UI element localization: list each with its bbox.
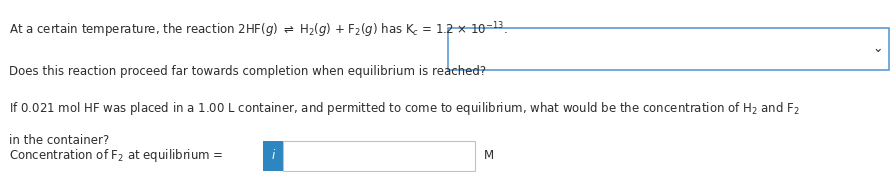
Text: Does this reaction proceed far towards completion when equilibrium is reached?: Does this reaction proceed far towards c…	[9, 65, 486, 78]
Text: At a certain temperature, the reaction 2HF($g$) $\rightleftharpoons$ H$_2$($g$) : At a certain temperature, the reaction 2…	[9, 21, 507, 40]
FancyBboxPatch shape	[448, 28, 889, 70]
Text: If 0.021 mol HF was placed in a 1.00 L container, and permitted to come to equil: If 0.021 mol HF was placed in a 1.00 L c…	[9, 100, 800, 117]
FancyBboxPatch shape	[283, 141, 475, 171]
Text: M: M	[484, 149, 494, 162]
Text: Concentration of F$_2$ at equilibrium =: Concentration of F$_2$ at equilibrium =	[9, 147, 224, 164]
Text: i: i	[271, 149, 275, 162]
Text: ⌄: ⌄	[872, 42, 883, 55]
Text: in the container?: in the container?	[9, 134, 109, 147]
FancyBboxPatch shape	[263, 141, 283, 171]
